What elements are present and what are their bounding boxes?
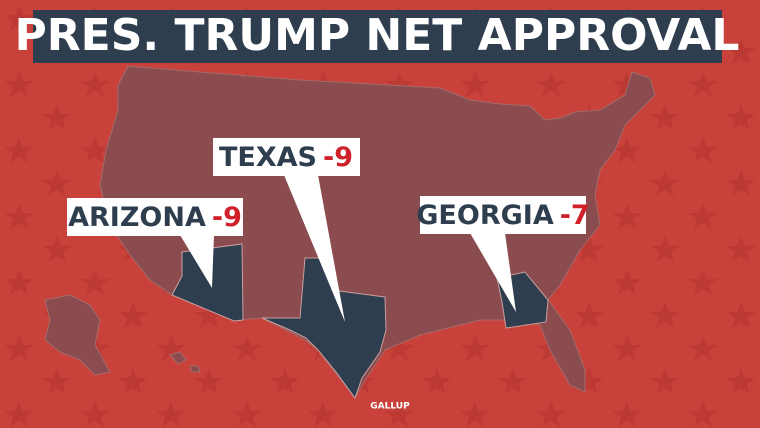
pointer	[470, 233, 516, 312]
source: GALLUP	[370, 402, 410, 412]
hawaii	[169, 351, 187, 365]
callout-box	[213, 138, 360, 176]
state-name: ARIZONA	[68, 202, 206, 233]
callout-box	[67, 198, 243, 236]
net-approval: -9	[323, 142, 353, 173]
callout-label: GEORGIA -7	[416, 200, 589, 231]
alaska	[44, 294, 111, 376]
state-name: GEORGIA	[416, 200, 554, 231]
pointer	[284, 175, 345, 322]
callout-box	[420, 196, 586, 234]
callout-label: ARIZONA -9	[68, 202, 242, 233]
net-approval: -7	[560, 200, 590, 231]
callouts	[67, 138, 586, 322]
title: PRES. TRUMP NET APPROVAL	[15, 10, 740, 61]
net-approval: -9	[212, 202, 242, 233]
arizona-shape	[171, 243, 244, 322]
highlighted-states	[171, 243, 549, 400]
texas-shape	[261, 257, 387, 400]
pointer	[180, 235, 214, 288]
state-name: TEXAS	[219, 142, 317, 173]
callout-label: TEXAS -9	[219, 142, 353, 173]
title-bar	[33, 10, 722, 63]
hawaii	[189, 365, 201, 373]
